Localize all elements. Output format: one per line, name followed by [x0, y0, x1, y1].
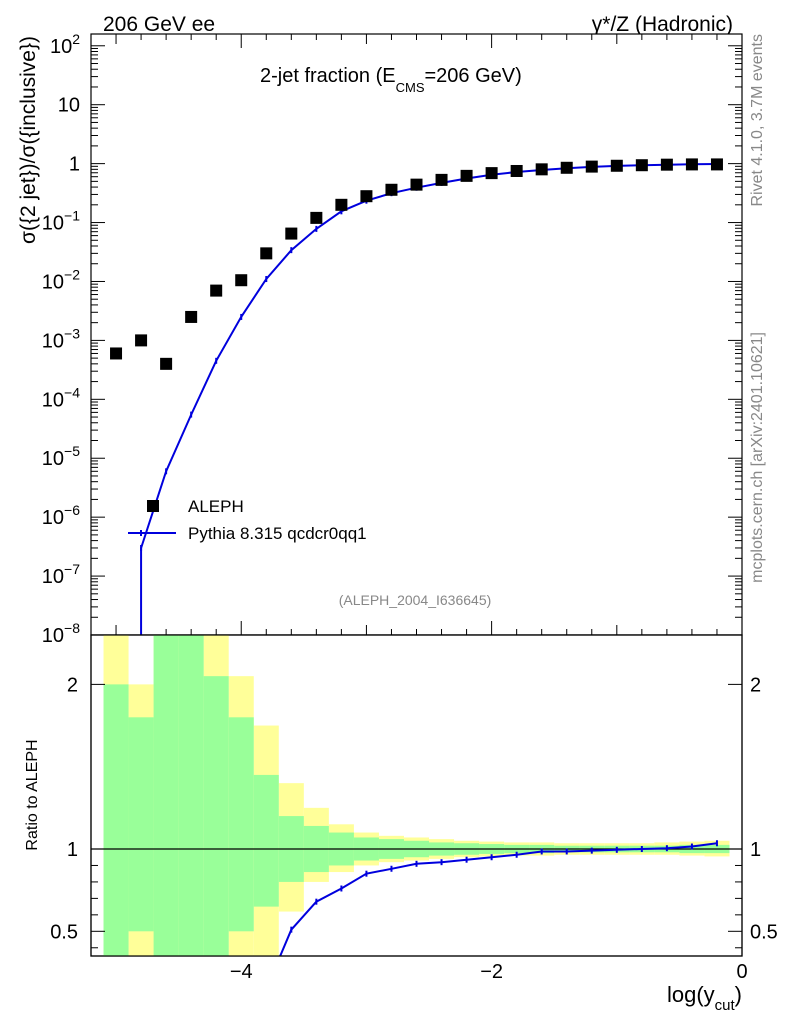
plot-title-suffix: =206 GeV)	[425, 65, 522, 87]
plot-title-prefix: 2-jet fraction (E	[260, 65, 396, 87]
y-tick-label: 10−2	[42, 266, 80, 293]
ratio-lines-group	[91, 840, 742, 956]
y-tick-label: 102	[50, 31, 80, 58]
aleph-point	[310, 211, 323, 224]
aleph-point	[360, 190, 373, 203]
aleph-point	[710, 158, 723, 171]
y-tick-label: 10−3	[42, 325, 80, 352]
aleph-point	[485, 167, 498, 180]
main-panel-frame	[90, 33, 743, 636]
y-tick-label: 1	[69, 154, 80, 176]
y-tick-label: 10−7	[42, 561, 80, 588]
ratio-y-tick-label: 1	[67, 839, 78, 861]
main-data-group	[110, 158, 723, 635]
header-right: γ*/Z (Hadronic)	[592, 13, 733, 36]
legend-label-pythia: Pythia 8.315 qcdcr0qq1	[188, 524, 367, 543]
header-left: 206 GeV ee	[103, 13, 215, 36]
main-plot-area	[110, 158, 723, 635]
legend: ALEPH Pythia 8.315 qcdcr0qq1	[128, 497, 367, 543]
side-text-bottom: mcplots.cern.ch [arXiv:2401.10621]	[749, 332, 766, 583]
ratio-panel-border	[90, 634, 743, 957]
ratio-lines	[91, 840, 742, 956]
plot-title-sub: CMS	[396, 80, 425, 95]
aleph-point	[560, 161, 573, 174]
aleph-point	[335, 198, 348, 211]
aleph-point	[235, 274, 248, 287]
aleph-point	[510, 164, 523, 177]
legend-marker-aleph	[147, 500, 159, 512]
ratio-y-tick-label-right: 1	[750, 839, 761, 861]
ratio-y-tick-label-right: 0.5	[750, 921, 778, 943]
aleph-point	[635, 159, 648, 172]
x-tick-label: 0	[736, 961, 747, 983]
aleph-point	[685, 158, 698, 171]
y-tick-label: 10−4	[42, 384, 80, 411]
legend-label-aleph: ALEPH	[188, 497, 244, 516]
aleph-point	[285, 227, 298, 240]
ratio-y-tick-labels: 2 2 1 1 0.5 0.5	[50, 674, 778, 943]
ratio-inner-band	[253, 774, 279, 907]
x-tick-label: −4	[230, 961, 253, 983]
plot-title: 2-jet fraction (ECMS=206 GeV)	[260, 65, 522, 95]
y-tick-label: 10−8	[42, 620, 80, 647]
analysis-tag: (ALEPH_2004_I636645)	[339, 592, 492, 608]
aleph-point	[435, 173, 448, 186]
aleph-point	[160, 357, 173, 370]
x-tick-label: −2	[480, 961, 503, 983]
y-tick-label: 10−1	[42, 208, 80, 235]
ratio-axis-ticks	[91, 683, 742, 949]
ratio-inner-band	[228, 717, 254, 932]
aleph-point	[460, 169, 473, 182]
aleph-point	[385, 183, 398, 196]
ratio-inner-band	[203, 676, 229, 956]
side-text-top: Rivet 4.1.0, 3.7M events	[749, 34, 766, 207]
x-tick-labels: −4 −2 0	[230, 961, 748, 983]
ratio-y-tick-label-right: 2	[750, 674, 761, 696]
y-tick-label: 10−5	[42, 443, 80, 470]
y-axis-label: σ({2 jet})/σ({inclusive})	[17, 36, 40, 244]
x-axis-label: log(ycut)	[667, 982, 742, 1014]
ratio-inner-band	[178, 635, 204, 956]
ratio-inner-band	[153, 635, 179, 956]
aleph-point	[660, 158, 673, 171]
aleph-point	[110, 347, 123, 360]
aleph-point	[410, 178, 423, 191]
ratio-y-tick-label: 2	[67, 674, 78, 696]
aleph-point	[610, 159, 623, 172]
aleph-point	[260, 247, 273, 260]
aleph-point	[535, 163, 548, 176]
y-tick-label: 10	[58, 95, 80, 117]
aleph-point	[210, 284, 223, 297]
x-axis-label-close: )	[735, 982, 742, 1007]
ratio-y-tick-label: 0.5	[50, 921, 78, 943]
x-axis-label-sub: cut	[715, 997, 736, 1014]
ratio-y-axis-label: Ratio to ALEPH	[24, 739, 41, 850]
aleph-point	[135, 334, 148, 347]
aleph-point	[585, 160, 598, 173]
aleph-point	[185, 310, 198, 323]
x-axis-label-main: log(y	[667, 982, 715, 1007]
y-tick-label: 10−6	[42, 502, 80, 529]
main-y-tick-labels: 102 10 1 10−1 10−2 10−3 10−4 10−5 10−6 10−7 10−8	[42, 31, 80, 647]
ratio-inner-band	[103, 684, 129, 956]
ratio-inner-band	[128, 717, 154, 932]
